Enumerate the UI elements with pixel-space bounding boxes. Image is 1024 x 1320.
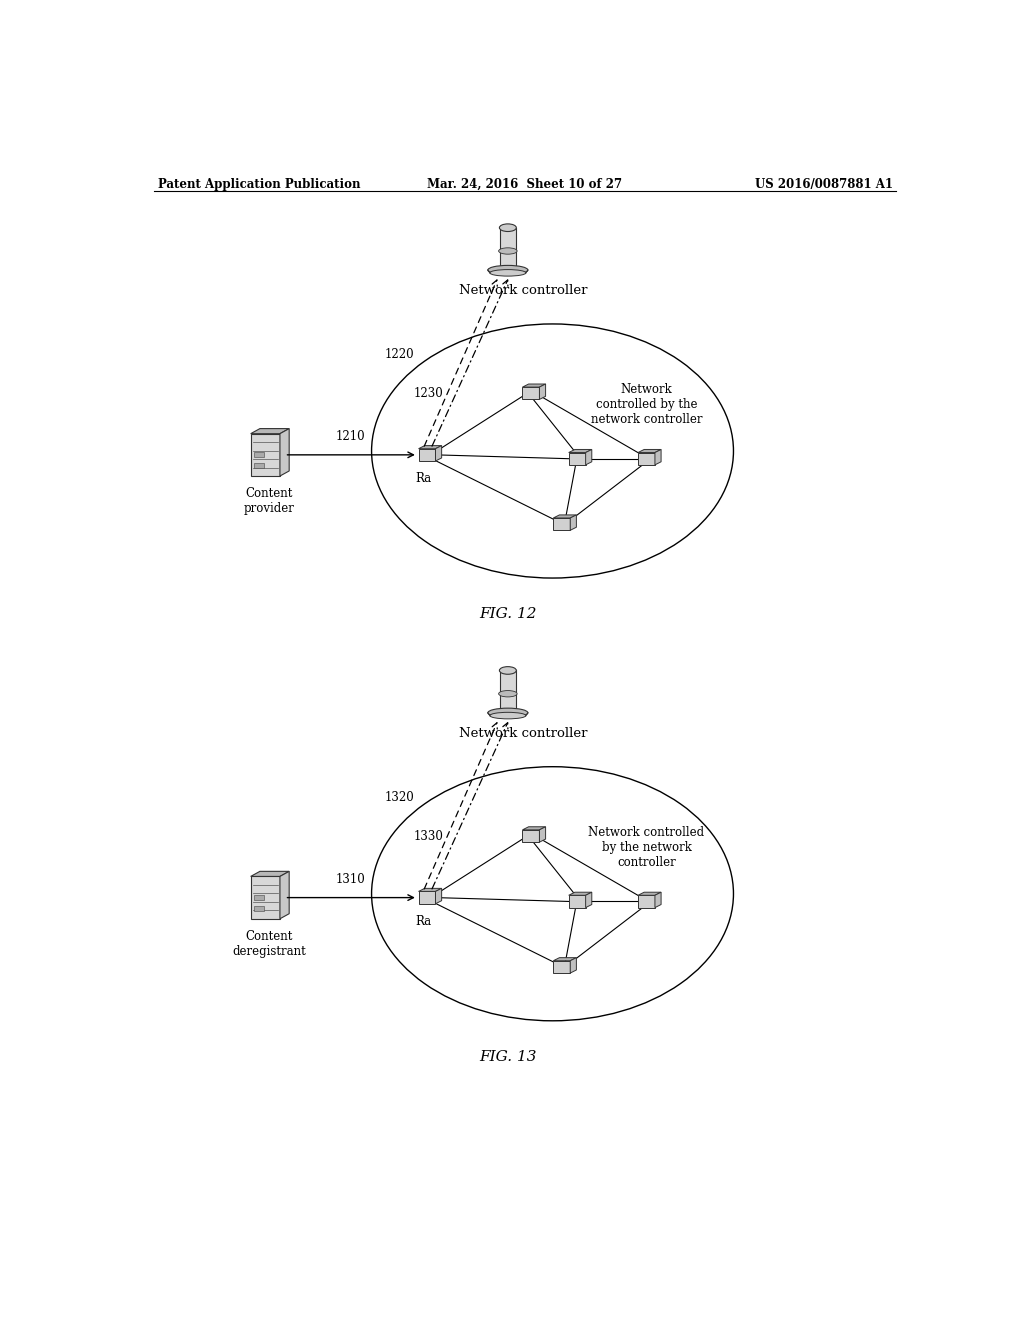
Polygon shape bbox=[419, 891, 435, 904]
Polygon shape bbox=[419, 446, 441, 449]
Polygon shape bbox=[280, 429, 289, 477]
Polygon shape bbox=[568, 449, 592, 453]
Polygon shape bbox=[522, 826, 546, 830]
Text: 1310: 1310 bbox=[335, 873, 365, 886]
Polygon shape bbox=[251, 434, 280, 477]
Text: FIG. 12: FIG. 12 bbox=[479, 607, 537, 622]
Text: Content
provider: Content provider bbox=[244, 487, 295, 515]
Text: FIG. 13: FIG. 13 bbox=[479, 1049, 537, 1064]
Text: Network controller: Network controller bbox=[459, 726, 588, 739]
Polygon shape bbox=[586, 449, 592, 465]
Polygon shape bbox=[586, 892, 592, 908]
Text: 1330: 1330 bbox=[413, 829, 443, 842]
Polygon shape bbox=[568, 895, 586, 908]
Polygon shape bbox=[254, 453, 264, 458]
Polygon shape bbox=[435, 446, 441, 461]
Polygon shape bbox=[570, 958, 577, 973]
Polygon shape bbox=[553, 517, 570, 531]
FancyArrowPatch shape bbox=[432, 280, 508, 446]
Polygon shape bbox=[540, 826, 546, 842]
Polygon shape bbox=[254, 906, 264, 911]
Polygon shape bbox=[251, 429, 289, 434]
Polygon shape bbox=[553, 961, 570, 973]
FancyArrowPatch shape bbox=[424, 723, 498, 888]
Text: Patent Application Publication: Patent Application Publication bbox=[158, 178, 360, 190]
Ellipse shape bbox=[489, 713, 526, 719]
Ellipse shape bbox=[487, 265, 528, 275]
FancyArrowPatch shape bbox=[424, 280, 498, 446]
Text: Content
deregistrant: Content deregistrant bbox=[232, 929, 306, 958]
Text: Ra: Ra bbox=[415, 915, 431, 928]
Polygon shape bbox=[254, 463, 264, 469]
Polygon shape bbox=[522, 830, 540, 842]
Polygon shape bbox=[419, 449, 435, 461]
Ellipse shape bbox=[500, 224, 516, 231]
Text: 1220: 1220 bbox=[385, 348, 415, 362]
Polygon shape bbox=[522, 384, 546, 387]
Polygon shape bbox=[638, 453, 655, 465]
FancyArrowPatch shape bbox=[432, 723, 508, 888]
Text: 1210: 1210 bbox=[335, 430, 365, 444]
Polygon shape bbox=[280, 871, 289, 919]
Text: 1320: 1320 bbox=[385, 791, 415, 804]
Polygon shape bbox=[522, 387, 540, 400]
Polygon shape bbox=[251, 876, 280, 919]
Ellipse shape bbox=[499, 248, 517, 255]
Polygon shape bbox=[500, 671, 515, 713]
Polygon shape bbox=[500, 227, 515, 271]
Text: Network controlled
by the network
controller: Network controlled by the network contro… bbox=[589, 826, 705, 869]
Polygon shape bbox=[570, 515, 577, 531]
Text: Network controller: Network controller bbox=[459, 284, 588, 297]
Polygon shape bbox=[655, 892, 662, 908]
Polygon shape bbox=[419, 888, 441, 891]
Polygon shape bbox=[487, 271, 528, 273]
Polygon shape bbox=[553, 515, 577, 517]
Ellipse shape bbox=[487, 708, 528, 718]
Polygon shape bbox=[568, 453, 586, 465]
Polygon shape bbox=[655, 449, 662, 465]
Polygon shape bbox=[638, 895, 655, 908]
Text: 1230: 1230 bbox=[413, 387, 443, 400]
Ellipse shape bbox=[500, 667, 516, 675]
Ellipse shape bbox=[499, 690, 517, 697]
Polygon shape bbox=[487, 713, 528, 715]
Ellipse shape bbox=[489, 269, 526, 276]
Text: US 2016/0087881 A1: US 2016/0087881 A1 bbox=[755, 178, 893, 190]
Polygon shape bbox=[553, 958, 577, 961]
Polygon shape bbox=[435, 888, 441, 904]
Polygon shape bbox=[251, 871, 289, 876]
Text: Ra: Ra bbox=[415, 471, 431, 484]
Polygon shape bbox=[540, 384, 546, 400]
Polygon shape bbox=[254, 895, 264, 900]
Polygon shape bbox=[568, 892, 592, 895]
Polygon shape bbox=[638, 892, 662, 895]
Text: Mar. 24, 2016  Sheet 10 of 27: Mar. 24, 2016 Sheet 10 of 27 bbox=[427, 178, 623, 190]
Polygon shape bbox=[638, 449, 662, 453]
Text: Network
controlled by the
network controller: Network controlled by the network contro… bbox=[591, 383, 702, 426]
